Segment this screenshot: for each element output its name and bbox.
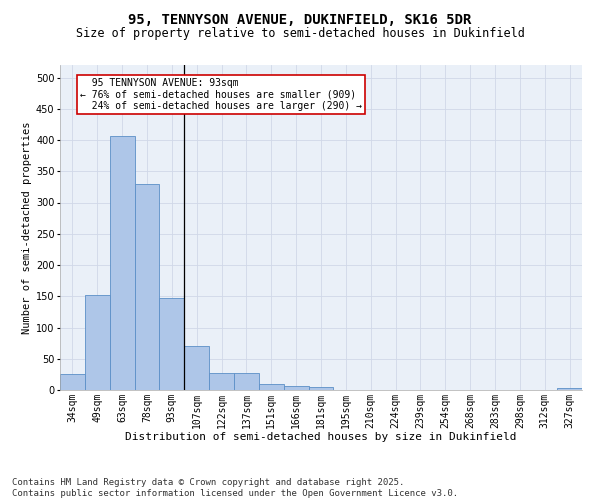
Bar: [60, 374, 85, 390]
Bar: [160, 298, 184, 390]
Text: 95, TENNYSON AVENUE, DUKINFIELD, SK16 5DR: 95, TENNYSON AVENUE, DUKINFIELD, SK16 5D…: [128, 12, 472, 26]
Bar: [184, 346, 209, 390]
X-axis label: Distribution of semi-detached houses by size in Dukinfield: Distribution of semi-detached houses by …: [125, 432, 517, 442]
Text: Contains HM Land Registry data © Crown copyright and database right 2025.
Contai: Contains HM Land Registry data © Crown c…: [12, 478, 458, 498]
Bar: [110, 136, 134, 390]
Bar: [284, 386, 308, 390]
Text: Size of property relative to semi-detached houses in Dukinfield: Size of property relative to semi-detach…: [76, 28, 524, 40]
Y-axis label: Number of semi-detached properties: Number of semi-detached properties: [22, 121, 32, 334]
Text: 95 TENNYSON AVENUE: 93sqm
← 76% of semi-detached houses are smaller (909)
  24% : 95 TENNYSON AVENUE: 93sqm ← 76% of semi-…: [80, 78, 362, 110]
Bar: [234, 372, 259, 390]
Bar: [259, 384, 284, 390]
Bar: [209, 372, 234, 390]
Bar: [308, 387, 334, 390]
Bar: [557, 388, 582, 390]
Bar: [134, 184, 160, 390]
Bar: [85, 295, 110, 390]
